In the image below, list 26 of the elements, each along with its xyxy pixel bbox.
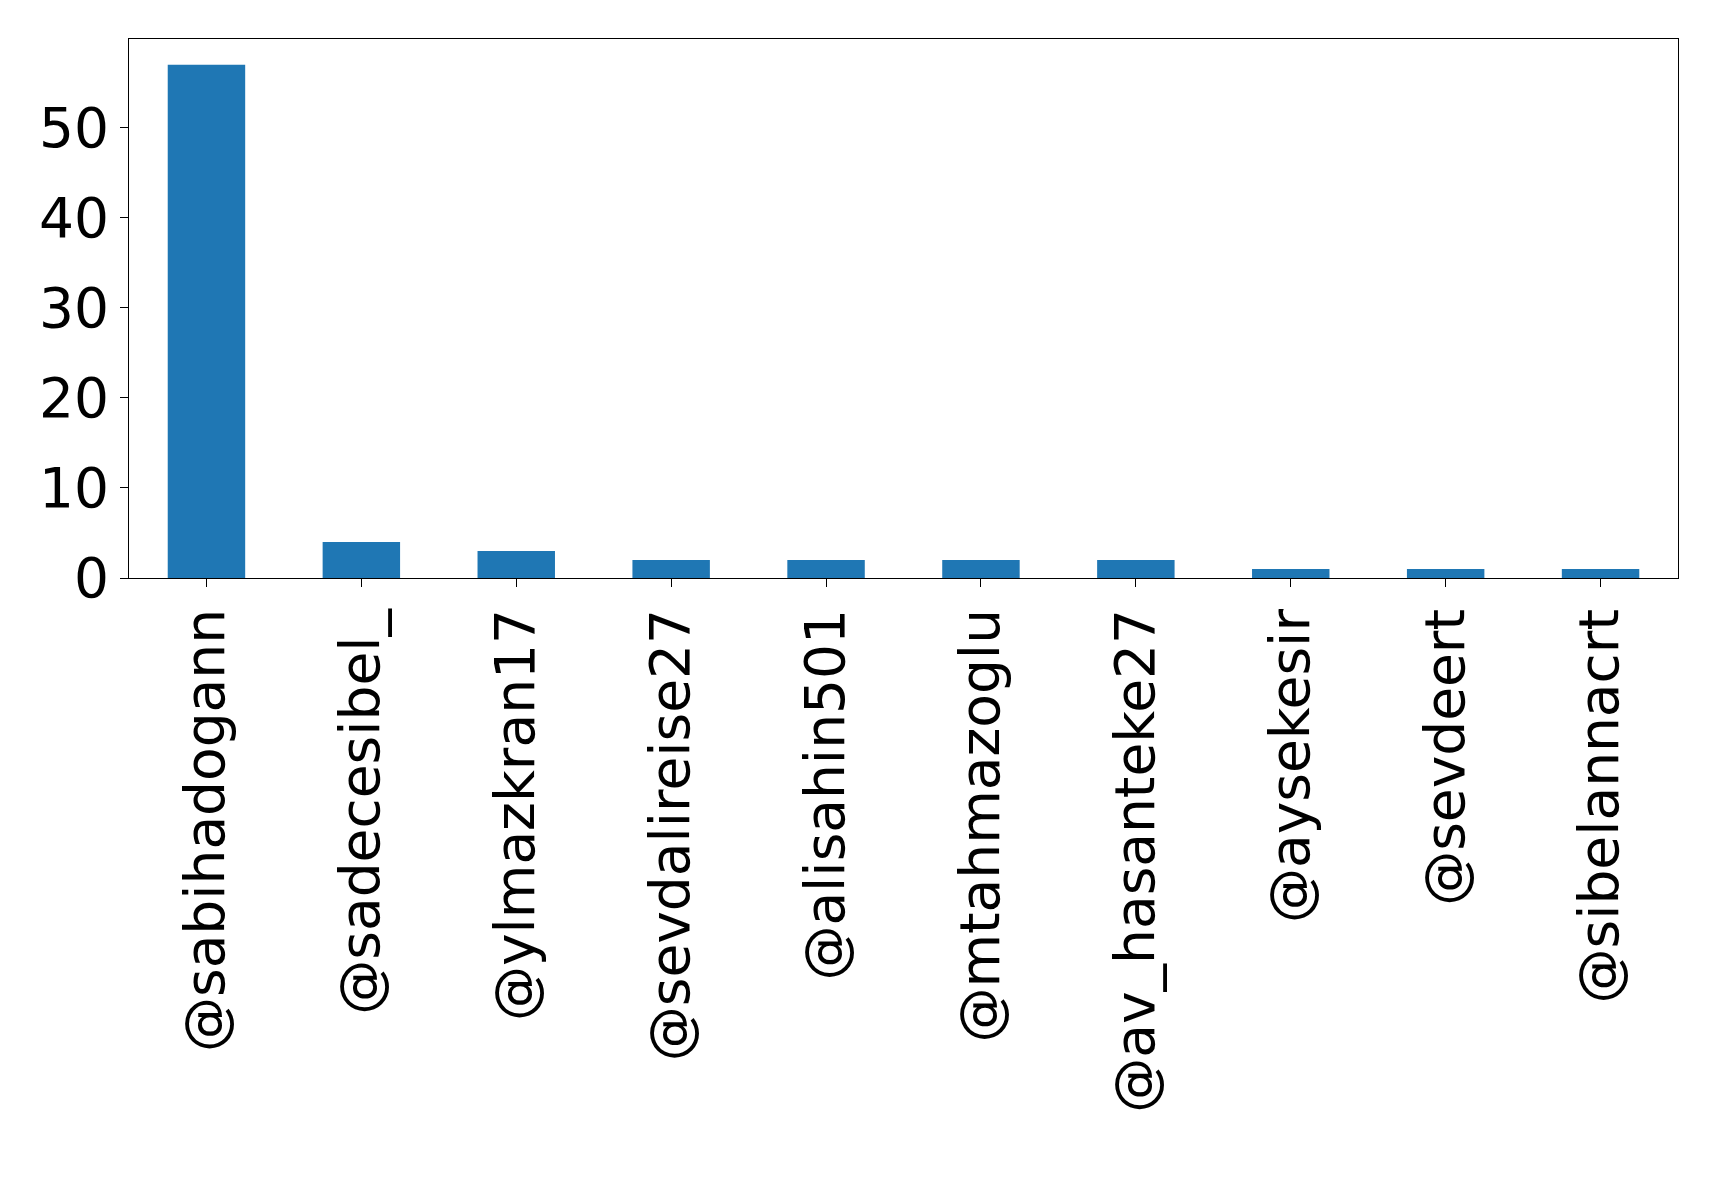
x-tick-label: @mtahmazoglu (947, 609, 1012, 1043)
x-tick-label: @sibelannacrt (1567, 609, 1632, 1004)
bar (322, 541, 401, 578)
y-tick-label: 10 (39, 456, 109, 521)
x-tick-label: @av_hasanteke27 (1102, 609, 1167, 1113)
y-tick-label: 40 (39, 186, 109, 251)
x-tick-label: @sevdalireise27 (638, 609, 703, 1062)
bar (1097, 559, 1175, 578)
bar (1406, 568, 1485, 578)
bar (1561, 568, 1640, 578)
bar (167, 64, 246, 578)
x-tick-label: @sevdeert (1412, 609, 1477, 906)
bar (942, 559, 1020, 578)
bar (1252, 568, 1330, 578)
x-tick-label: @sadecesibel_ (328, 607, 393, 1015)
y-tick-label: 20 (39, 366, 109, 431)
bar (787, 559, 865, 578)
bar (632, 559, 710, 578)
x-tick-label: @aysekesir (1257, 608, 1322, 924)
y-tick-label: 30 (39, 276, 109, 341)
y-tick-label: 50 (39, 95, 109, 160)
bar (477, 550, 555, 578)
x-tick-label: @sabihadogann (173, 609, 238, 1053)
y-tick-label: 0 (74, 546, 109, 611)
x-tick-label: @ylmazkran17 (483, 609, 548, 1021)
x-tick-label: @alisahin501 (792, 609, 857, 981)
